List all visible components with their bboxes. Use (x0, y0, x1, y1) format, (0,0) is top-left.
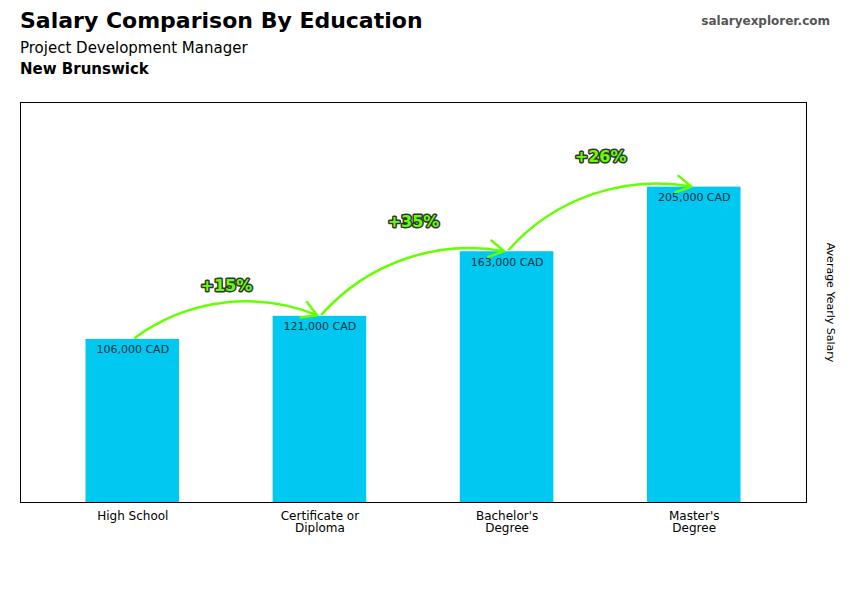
svg-text:+35%: +35% (388, 212, 440, 231)
svg-text:163,000 CAD: 163,000 CAD (471, 256, 544, 269)
svg-text:Master'sDegree: Master'sDegree (669, 509, 720, 535)
html-text:New Brunswick: New Brunswick (20, 60, 149, 78)
svg-text:High School: High School (97, 509, 168, 523)
svg-text:Certificate orDiploma: Certificate orDiploma (281, 509, 359, 535)
svg-text:121,000 CAD: 121,000 CAD (284, 320, 357, 333)
svg-text:106,000 CAD: 106,000 CAD (96, 343, 169, 356)
html-text:Project Development Manager: Project Development Manager (20, 39, 248, 57)
html-text:salaryexplorer.com: salaryexplorer.com (701, 14, 830, 28)
svg-text:Average Yearly Salary: Average Yearly Salary (824, 243, 837, 363)
svg-text:Bachelor'sDegree: Bachelor'sDegree (476, 509, 538, 535)
svg-text:+15%: +15% (201, 276, 253, 295)
svg-text:205,000 CAD: 205,000 CAD (658, 191, 731, 204)
svg-text:+26%: +26% (575, 147, 627, 166)
html-text:Salary Comparison By Education: Salary Comparison By Education (20, 8, 423, 33)
